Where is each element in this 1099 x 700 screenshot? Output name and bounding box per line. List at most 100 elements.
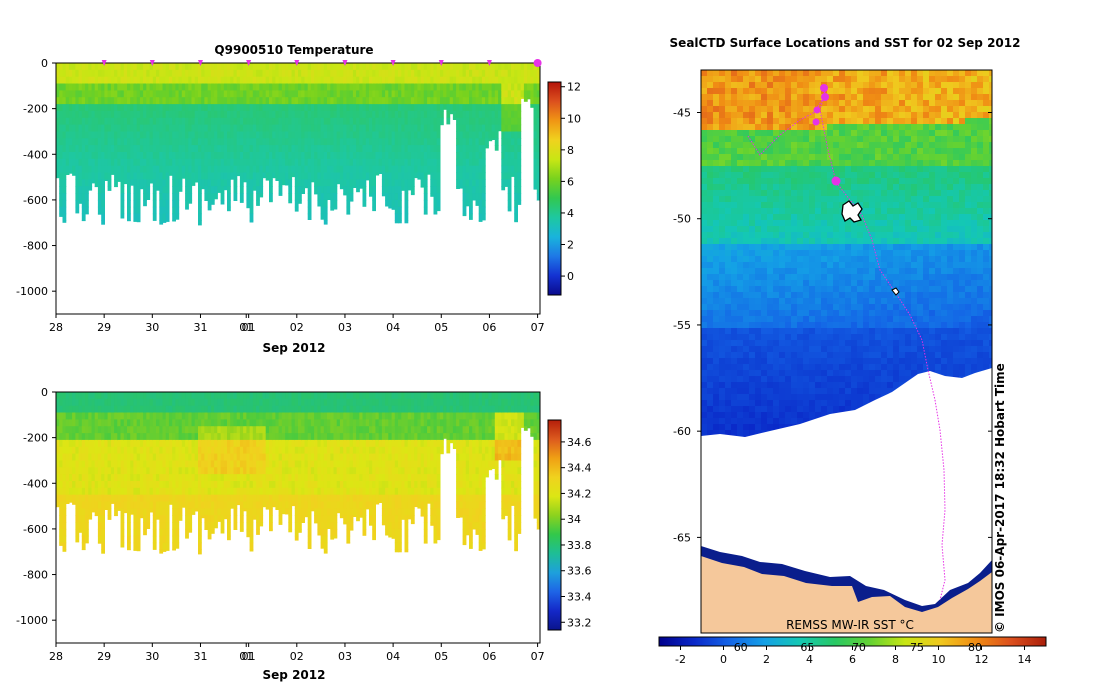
profile-cell: [243, 110, 247, 119]
profile-cell: [88, 138, 93, 146]
profile-cell: [172, 398, 176, 407]
profile-cell: [198, 446, 202, 455]
profile-cell: [146, 117, 151, 126]
profile-cell: [81, 199, 86, 208]
profile-cell: [517, 158, 522, 167]
profile-cell: [359, 487, 364, 496]
profile-cell: [243, 501, 247, 509]
profile-cell: [172, 528, 176, 537]
profile-cell: [249, 90, 254, 98]
profile-cell: [81, 508, 86, 516]
profile-cell: [352, 467, 357, 475]
profile-cell: [143, 419, 147, 427]
profile-cell: [375, 69, 380, 78]
profile-cell: [410, 69, 415, 78]
profile-cell: [291, 398, 296, 407]
profile-cell: [78, 474, 83, 482]
profile-cell: [56, 90, 60, 98]
profile-cell: [430, 131, 435, 139]
profile-cell: [262, 152, 267, 160]
profile-cell: [110, 412, 115, 420]
profile-cell: [507, 131, 512, 139]
profile-cell: [446, 83, 451, 91]
profile-cell: [336, 158, 341, 167]
profile-cell: [265, 433, 270, 441]
profile-cell: [291, 433, 296, 441]
profile-cell: [304, 97, 309, 105]
profile-cell: [304, 487, 309, 496]
profile-cell: [62, 69, 67, 78]
profile-cell: [223, 433, 228, 441]
profile-cell: [265, 83, 270, 91]
profile-cell: [304, 138, 309, 146]
profile-cell: [511, 90, 515, 98]
profile-cell: [130, 453, 134, 461]
profile-cell: [114, 412, 118, 420]
profile-cell: [298, 152, 302, 160]
profile-cell: [317, 481, 322, 489]
profile-cell: [339, 392, 344, 400]
profile-cell: [459, 179, 464, 187]
profile-cell: [436, 117, 441, 126]
profile-cell: [65, 392, 70, 400]
profile-cell: [336, 392, 341, 400]
profile-cell: [369, 104, 373, 112]
profile-cell: [178, 501, 183, 509]
profile-cell: [362, 522, 367, 530]
profile-cell: [214, 104, 218, 112]
profile-cell: [97, 193, 102, 201]
profile-cell: [91, 131, 96, 139]
profile-cell: [201, 90, 205, 98]
profile-cell: [327, 453, 331, 461]
profile-cell: [227, 398, 231, 407]
profile-cell: [262, 104, 267, 112]
profile-cell: [78, 481, 83, 489]
profile-cell: [185, 494, 189, 503]
profile-cell: [349, 138, 354, 146]
profile-cell: [249, 501, 254, 509]
profile-cell: [272, 446, 276, 455]
profile-cell: [152, 405, 157, 414]
profile-cell: [78, 439, 83, 448]
profile-cell: [107, 63, 112, 71]
profile-cell: [162, 549, 167, 552]
profile-cell: [78, 467, 83, 475]
profile-cell: [139, 439, 144, 448]
profile-cell: [178, 131, 183, 139]
profile-cell: [536, 90, 540, 98]
profile-cell: [139, 76, 144, 85]
profile-cell: [349, 193, 354, 201]
profile-cell: [104, 467, 109, 475]
profile-cell: [117, 158, 122, 167]
profile-cell: [462, 186, 467, 194]
profile-cell: [372, 528, 376, 537]
profile-cell: [188, 117, 193, 126]
profile-cell: [501, 97, 506, 105]
profile-cell: [207, 145, 212, 153]
profile-cell: [252, 186, 257, 191]
profile-cell: [298, 193, 302, 201]
profile-cell: [143, 117, 147, 126]
profile-cell: [388, 206, 393, 209]
profile-cell: [59, 419, 63, 427]
profile-cell: [310, 131, 315, 139]
profile-cell: [517, 110, 522, 119]
profile-cell: [511, 158, 515, 167]
profile-cell: [210, 501, 215, 509]
profile-cell: [517, 76, 522, 85]
profile-cell: [146, 522, 151, 529]
profile-cell: [220, 110, 225, 119]
profile-cell: [488, 63, 493, 71]
profile-cell: [256, 460, 260, 468]
profile-cell: [227, 453, 231, 461]
profile-cell: [304, 76, 309, 85]
profile-cell: [88, 90, 93, 98]
profile-cell: [310, 467, 315, 475]
profile-cell: [81, 419, 86, 427]
profile-cell: [191, 110, 196, 119]
profile-cell: [472, 152, 476, 160]
profile-cell: [420, 76, 425, 85]
profile-cell: [72, 392, 76, 400]
profile-cell: [227, 419, 231, 427]
profile-cell: [165, 172, 170, 180]
